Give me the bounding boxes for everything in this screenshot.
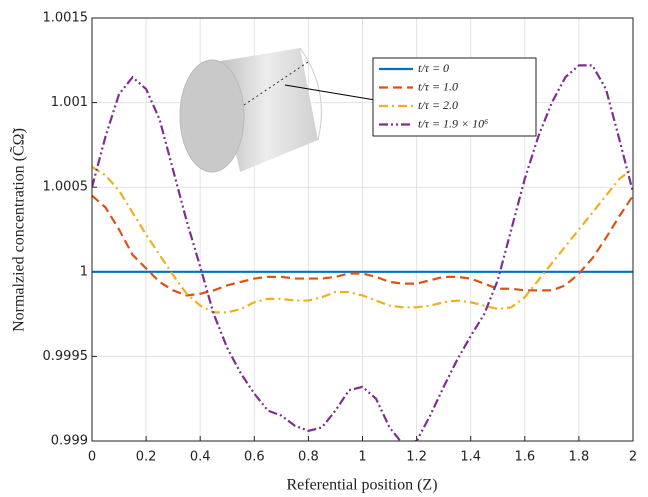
y-axis-label: Normalzied concentration (C̃Ω̃)	[9, 127, 27, 331]
y-tick-label: 0.999	[51, 434, 88, 449]
x-tick-label: 0.8	[298, 450, 319, 465]
legend-box	[372, 57, 537, 137]
x-axis-label: Referential position (Z)	[286, 477, 437, 494]
legend-label: t/τ = 1.0	[418, 79, 458, 93]
x-tick-label: 1.2	[406, 450, 427, 465]
series-line	[92, 64, 633, 441]
legend-label: t/τ = 2.0	[418, 98, 458, 112]
x-tick-label: 0.4	[190, 450, 211, 465]
x-tick-label: 2	[629, 450, 637, 465]
series-line	[92, 165, 633, 314]
series-line	[92, 194, 633, 297]
y-tick-label: 1.001	[51, 95, 88, 110]
x-tick-label: 0.2	[136, 450, 157, 465]
x-tick-label: 0	[88, 450, 96, 465]
x-tick-label: 0.6	[244, 450, 265, 465]
legend-label: t/τ = 1.9 × 10⁶	[418, 116, 488, 130]
y-tick-label: 1.0005	[43, 180, 89, 195]
x-tick-label: 1	[358, 450, 366, 465]
legend-label: t/τ = 0	[418, 61, 449, 75]
plot-frame	[91, 17, 634, 442]
x-tick-label: 1.8	[569, 450, 590, 465]
x-tick-label: 1.4	[460, 450, 481, 465]
inset-cylinder	[179, 47, 376, 173]
y-tick-label: 0.9995	[43, 349, 89, 364]
y-tick-label: 1.0015	[43, 11, 89, 26]
x-tick-label: 1.6	[514, 450, 535, 465]
y-tick-label: 1	[80, 264, 88, 279]
